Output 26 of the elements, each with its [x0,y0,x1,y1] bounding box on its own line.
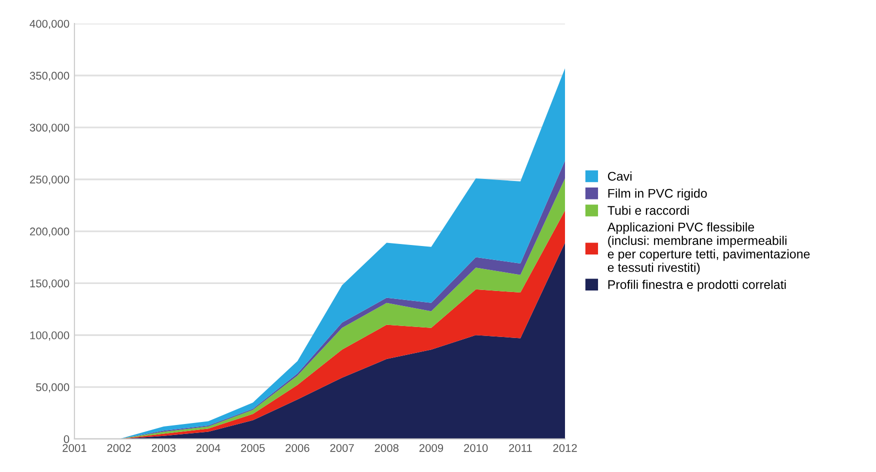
legend-label: Cavi [608,172,632,181]
legend-label: Applicazioni PVC flessibile (inclusi: membrane impermeabili e per coperture tetti, pavimentazione e tessuti rivestiti) [607,222,810,274]
x-tick-label: 2001 [62,444,86,452]
x-tick-label: 2003 [152,444,176,452]
x-tick-label: 2007 [330,444,354,452]
x-tick-label: 2012 [553,444,577,452]
legend-label: Profili finestra e prodotti correlati [608,280,786,292]
x-tick-label: 2002 [107,444,131,452]
x-tick-label: 2009 [419,444,444,452]
x-tick-label: 2010 [464,444,488,452]
x-tick-label: 2011 [509,444,532,452]
x-tick-label: 2004 [196,444,220,452]
y-tick-label: 400,000 [30,20,70,30]
y-tick-label: 250,000 [30,176,70,185]
y-tick-label: 50,000 [36,383,70,392]
legend-label: Tubi e raccordi [608,206,689,215]
legend-label: Film in PVC rigido [608,188,707,200]
y-tick-label: 150,000 [30,279,70,289]
y-tick-label: 300,000 [30,124,70,133]
x-tick-label: 2008 [374,444,399,452]
y-tick-label: 100,000 [30,331,70,341]
y-tick-label: 0 [64,435,70,444]
x-tick-label: 2006 [286,444,310,452]
x-tick-label: 2005 [241,444,265,452]
y-tick-label: 350,000 [30,72,70,81]
y-tick-label: 200,000 [30,228,70,237]
